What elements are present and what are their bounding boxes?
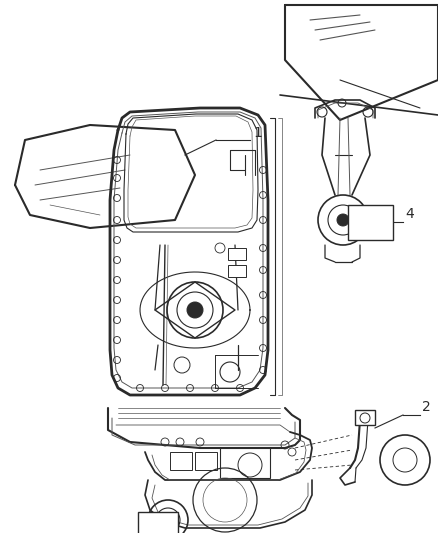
Text: 1: 1: [253, 126, 262, 140]
Circle shape: [187, 302, 203, 318]
Bar: [355, 410, 375, 425]
Bar: [170, 452, 192, 470]
Bar: [228, 248, 246, 260]
Bar: [228, 265, 246, 277]
Text: 2: 2: [422, 400, 431, 414]
Bar: [195, 452, 217, 470]
Bar: [220, 448, 270, 478]
Circle shape: [163, 515, 173, 525]
Bar: [138, 512, 178, 533]
Circle shape: [337, 214, 349, 226]
Bar: [348, 205, 393, 240]
Text: 4: 4: [405, 207, 414, 221]
